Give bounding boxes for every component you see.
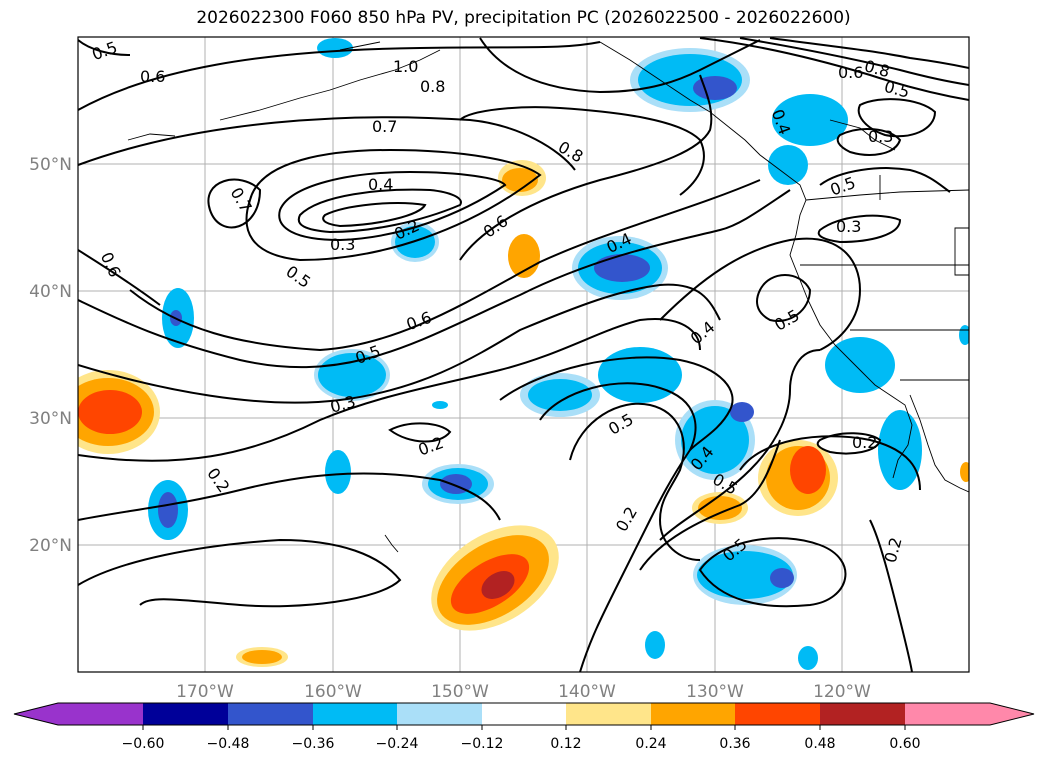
colorbar-segment <box>651 703 735 725</box>
contour-label: 0.3 <box>836 217 861 236</box>
colorbar-extend-max <box>990 703 1034 725</box>
colorbar-tick-label: 0.60 <box>889 736 920 752</box>
contour-label: 0.4 <box>368 175 393 194</box>
lon-label-120w: 120°W <box>813 682 871 702</box>
colorbar-tick-label: −0.48 <box>207 736 250 752</box>
colorbar: −0.60 −0.48 −0.36 −0.24 −0.12 0.12 0.24 … <box>13 702 1035 752</box>
contour-label: 0.2 <box>852 433 877 452</box>
colorbar-segment <box>58 703 143 725</box>
colorbar-tick-label: 0.36 <box>719 736 750 752</box>
lat-label-30n: 30°N <box>29 409 72 429</box>
colorbar-extend-min <box>14 703 58 725</box>
contour-label: 0.3 <box>330 235 355 254</box>
colorbar-tick-label: 0.48 <box>804 736 835 752</box>
colorbar-segment <box>905 703 990 725</box>
colorbar-tick-label: 0.12 <box>550 736 581 752</box>
contour-label: 0.8 <box>420 77 445 96</box>
contour-label: 0.6 <box>838 63 863 82</box>
colorbar-segment <box>397 703 482 725</box>
lon-label-160w: 160°W <box>304 682 362 702</box>
contour-label: 0.3 <box>868 127 893 146</box>
lon-label-130w: 130°W <box>686 682 744 702</box>
latitude-labels: 50°N 40°N 30°N 20°N <box>29 155 72 556</box>
map-border <box>77 36 970 673</box>
lon-label-150w: 150°W <box>431 682 489 702</box>
lon-label-170w: 170°W <box>176 682 234 702</box>
colorbar-tick-label: 0.24 <box>635 736 666 752</box>
colorbar-tick-label: −0.60 <box>122 736 165 752</box>
colorbar-tick-label: −0.12 <box>461 736 504 752</box>
lat-label-20n: 20°N <box>29 536 72 556</box>
colorbar-segment <box>143 703 228 725</box>
colorbar-segment <box>566 703 651 725</box>
lat-label-50n: 50°N <box>29 155 72 175</box>
contour-label: 0.6 <box>140 67 165 86</box>
colorbar-segment <box>820 703 905 725</box>
contour-label: 1.0 <box>393 57 418 76</box>
longitude-labels: 170°W 160°W 150°W 140°W 130°W 120°W <box>176 682 871 702</box>
map-title: 2026022300 F060 850 hPa PV, precipitatio… <box>196 8 851 28</box>
colorbar-tick-label: −0.36 <box>292 736 335 752</box>
lon-label-140w: 140°W <box>558 682 616 702</box>
precip-positive-areas <box>78 160 969 667</box>
colorbar-segment <box>735 703 820 725</box>
colorbar-tick-label: −0.24 <box>376 736 419 752</box>
contour-label: 0.7 <box>372 117 397 136</box>
pv-contours <box>78 37 969 672</box>
coastlines <box>127 41 969 553</box>
colorbar-outline <box>13 702 1035 726</box>
colorbar-segment <box>313 703 397 725</box>
colorbar-segment <box>228 703 313 725</box>
lat-label-40n: 40°N <box>29 282 72 302</box>
colorbar-segment <box>482 703 566 725</box>
precip-negative-areas <box>148 38 969 670</box>
